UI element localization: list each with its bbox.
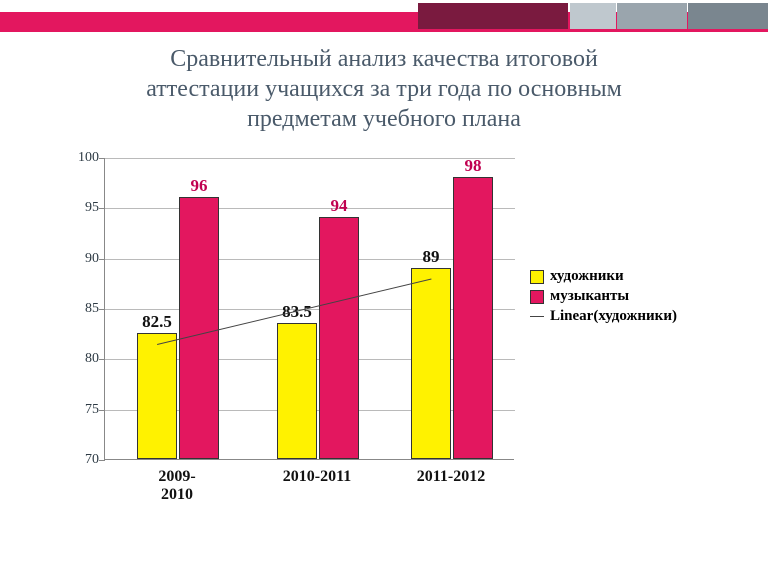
bar-value-label: 82.5: [127, 312, 187, 332]
bar: [411, 268, 451, 459]
y-tick-label: 90: [63, 251, 99, 267]
strip-block: [617, 3, 687, 29]
y-tick: [99, 410, 105, 411]
y-tick: [99, 460, 105, 461]
strip-block: [688, 3, 768, 29]
y-tick-label: 70: [63, 452, 99, 468]
legend: художники музыканты Linear(художники): [530, 268, 677, 328]
strip-block: [570, 3, 616, 29]
comparison-chart: 70758085909510082.59683.5948998 2009-201…: [60, 158, 710, 538]
legend-item: художники: [530, 268, 677, 285]
legend-label: художники: [550, 268, 624, 285]
y-tick-label: 75: [63, 402, 99, 418]
y-tick: [99, 158, 105, 159]
legend-label: музыканты: [550, 288, 629, 305]
y-tick-label: 80: [63, 351, 99, 367]
bar: [453, 177, 493, 459]
slide-title-line3: предметам учебного плана: [0, 106, 768, 133]
bar-value-label: 96: [169, 176, 229, 196]
legend-swatch: [530, 270, 544, 284]
y-tick: [99, 259, 105, 260]
slide-title-line2: аттестации учащихся за три года по основ…: [0, 76, 768, 103]
x-tick-label: 2011-2012: [391, 468, 511, 486]
y-tick-label: 100: [63, 150, 99, 166]
legend-dash: [530, 316, 544, 317]
y-tick: [99, 359, 105, 360]
y-tick-label: 95: [63, 200, 99, 216]
slide-top-strip: [0, 0, 768, 34]
x-tick-label: 2010-2011: [257, 468, 377, 486]
bar: [319, 217, 359, 459]
y-tick: [99, 208, 105, 209]
bar-value-label: 94: [309, 196, 369, 216]
bar-value-label: 98: [443, 156, 503, 176]
legend-swatch: [530, 290, 544, 304]
bar: [277, 323, 317, 459]
plot-area: 70758085909510082.59683.5948998: [104, 158, 514, 460]
y-tick-label: 85: [63, 301, 99, 317]
strip-block: [418, 3, 568, 29]
x-tick-label: 2009-2010: [117, 468, 237, 504]
legend-item: Linear(художники): [530, 308, 677, 325]
y-tick: [99, 309, 105, 310]
bar-value-label: 89: [401, 247, 461, 267]
legend-label: Linear(художники): [550, 308, 677, 325]
bar: [179, 197, 219, 459]
legend-item: музыканты: [530, 288, 677, 305]
slide-title-line1: Сравнительный анализ качества итоговой: [0, 46, 768, 73]
bar: [137, 333, 177, 459]
